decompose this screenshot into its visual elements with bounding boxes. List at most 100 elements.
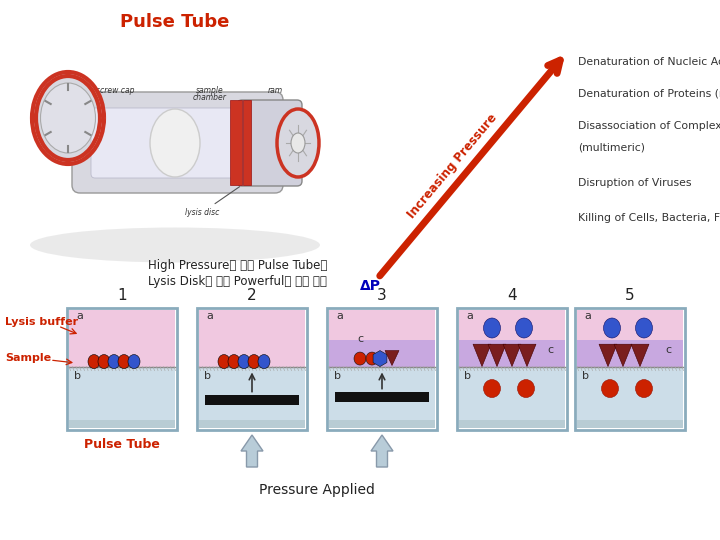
Bar [69,420,175,428]
Bar [199,368,305,423]
Ellipse shape [248,355,260,369]
Text: a: a [206,311,213,321]
Polygon shape [614,344,632,367]
Text: a: a [584,311,591,321]
Text: c: c [357,334,363,344]
Text: a: a [336,311,343,321]
Polygon shape [631,344,649,367]
FancyArrow shape [241,435,263,467]
Text: Lysis buffer: Lysis buffer [5,317,78,327]
Polygon shape [488,344,506,367]
FancyArrow shape [371,435,393,467]
Text: Disruption of Viruses: Disruption of Viruses [578,178,691,188]
Ellipse shape [636,380,652,397]
Text: Denaturation of Nucleic Acids: Denaturation of Nucleic Acids [578,57,720,67]
FancyBboxPatch shape [72,92,283,193]
Ellipse shape [228,355,240,369]
Text: b: b [74,370,81,381]
Text: Killing of Cells, Bacteria, Fungi: Killing of Cells, Bacteria, Fungi [578,213,720,223]
Ellipse shape [277,109,319,177]
Bar [577,368,683,423]
Bar [459,310,565,367]
Ellipse shape [258,355,270,369]
Polygon shape [599,344,617,367]
Text: Denaturation of Proteins (monomeric): Denaturation of Proteins (monomeric) [578,88,720,98]
Bar [577,340,683,367]
Text: Pulse Tube: Pulse Tube [84,438,160,451]
Text: Increasing Pressure: Increasing Pressure [405,111,500,221]
Text: b: b [204,370,211,381]
Bar [69,368,175,423]
Polygon shape [518,344,536,367]
Text: a: a [466,311,473,321]
Text: Lysis Disk를 통한 Powerful한 시료 파쉬: Lysis Disk를 통한 Powerful한 시료 파쉬 [148,275,327,288]
Text: High Pressure에 의한 Pulse Tube의: High Pressure에 의한 Pulse Tube의 [148,259,328,272]
Bar [459,340,565,367]
FancyBboxPatch shape [91,108,264,178]
Ellipse shape [291,133,305,153]
Ellipse shape [128,355,140,369]
Text: chamber: chamber [193,93,227,102]
Text: (multimeric): (multimeric) [578,143,645,153]
Bar [329,340,435,367]
Ellipse shape [354,352,366,365]
Text: 2: 2 [247,288,257,303]
Ellipse shape [32,72,104,164]
Bar [577,420,683,428]
Text: b: b [582,370,589,381]
Bar [243,100,251,185]
Ellipse shape [238,355,250,369]
Text: Pulse Tube: Pulse Tube [120,13,230,31]
Text: 1: 1 [117,288,127,303]
Bar [199,420,305,428]
Ellipse shape [218,355,230,369]
Ellipse shape [98,355,110,369]
Bar [575,308,685,430]
Polygon shape [385,350,399,366]
Text: 4: 4 [507,288,517,303]
Ellipse shape [518,380,534,397]
Text: 5: 5 [625,288,635,303]
Text: Pressure Applied: Pressure Applied [259,483,375,497]
Bar [459,420,565,428]
Text: lysis disc: lysis disc [185,187,240,217]
Ellipse shape [636,318,652,338]
Bar [459,368,565,423]
Bar [329,368,435,423]
Text: c: c [665,345,671,355]
Text: sample: sample [196,86,224,95]
Bar [577,310,683,367]
Bar [197,308,307,430]
Ellipse shape [366,352,378,365]
Bar [457,308,567,430]
Text: a: a [76,311,83,321]
Ellipse shape [484,380,500,397]
Ellipse shape [150,109,200,177]
FancyBboxPatch shape [237,100,302,186]
Ellipse shape [484,318,500,338]
Bar [329,420,435,428]
Ellipse shape [603,318,621,338]
Text: screw cap: screw cap [96,86,134,95]
Polygon shape [503,344,521,367]
Text: ΔP: ΔP [360,279,381,293]
Ellipse shape [601,380,618,397]
Text: 3: 3 [377,288,387,303]
Text: b: b [334,370,341,381]
Ellipse shape [30,227,320,262]
Bar [335,392,429,402]
Bar [69,310,175,367]
Text: Disassociation of Complex Structures: Disassociation of Complex Structures [578,121,720,131]
Text: Sample: Sample [5,353,51,363]
Bar [67,308,177,430]
Ellipse shape [88,355,100,369]
Ellipse shape [108,355,120,369]
Ellipse shape [40,83,96,153]
Polygon shape [473,344,491,367]
Text: ram: ram [267,86,282,95]
Bar [327,308,437,430]
Bar [205,395,299,404]
Text: c: c [547,345,553,355]
Ellipse shape [118,355,130,369]
Bar [230,100,242,185]
